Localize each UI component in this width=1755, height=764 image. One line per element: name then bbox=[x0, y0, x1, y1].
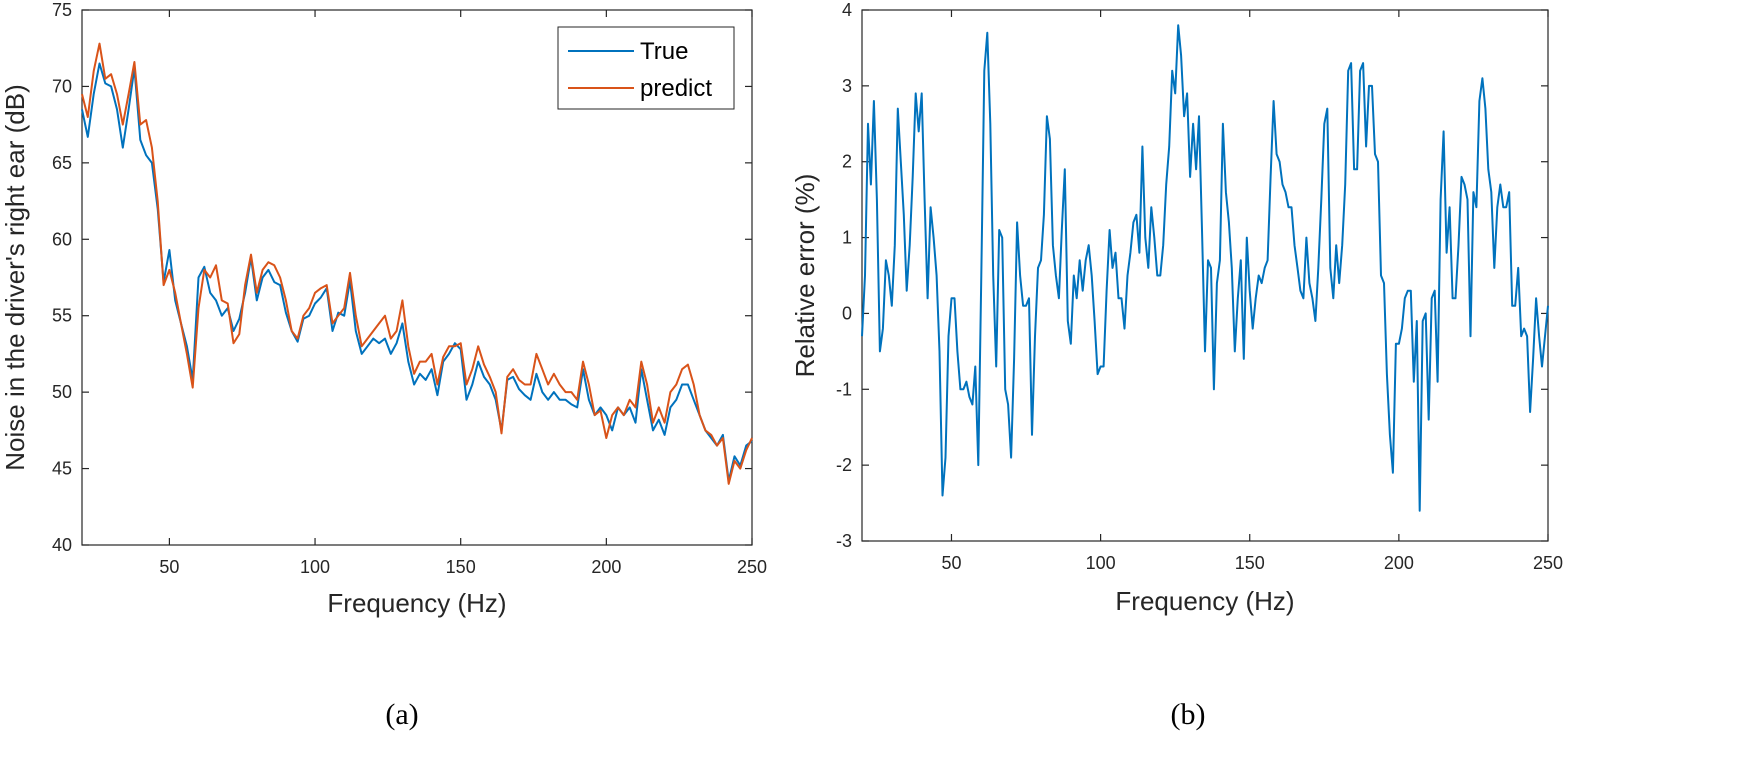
chart-a-ytick-label: 50 bbox=[52, 382, 72, 402]
chart-a-series-predict bbox=[82, 44, 752, 484]
chart-b-xtick-label: 200 bbox=[1384, 553, 1414, 573]
chart-b-ytick-label: 1 bbox=[842, 228, 852, 248]
chart-a-ytick-label: 70 bbox=[52, 76, 72, 96]
chart-b-ytick-label: 0 bbox=[842, 303, 852, 323]
chart-b-panel-label: (b) bbox=[1171, 698, 1206, 731]
chart-a-panel-label: (a) bbox=[385, 698, 418, 731]
chart-b-ytick-label: 2 bbox=[842, 152, 852, 172]
chart-b-ytick-label: -1 bbox=[836, 379, 852, 399]
chart-a-ylabel: Noise in the driver's right ear (dB) bbox=[0, 84, 30, 470]
legend-label-true: True bbox=[640, 38, 688, 65]
chart-a-ytick-label: 65 bbox=[52, 153, 72, 173]
chart-a-xtick-label: 100 bbox=[300, 557, 330, 577]
legend-label-predict: predict bbox=[640, 75, 712, 102]
chart-b-xtick-label: 100 bbox=[1086, 553, 1116, 573]
chart-b-xtick-label: 250 bbox=[1533, 553, 1563, 573]
chart-a-xlabel: Frequency (Hz) bbox=[327, 588, 506, 618]
chart-b-ytick-label: 4 bbox=[842, 0, 852, 20]
chart-b-ytick-label: 3 bbox=[842, 76, 852, 96]
chart-b-ticks: 50 100 150 200 250 -3 -2 -1 0 1 2 3 4 bbox=[836, 0, 1563, 573]
chart-a-xtick-label: 250 bbox=[737, 557, 767, 577]
chart-a-xtick-label: 200 bbox=[591, 557, 621, 577]
chart-b-xtick-label: 150 bbox=[1235, 553, 1265, 573]
chart-b-ylabel: Relative error (%) bbox=[790, 174, 820, 378]
chart-b-ytick-label: -3 bbox=[836, 531, 852, 551]
chart-b-xlabel: Frequency (Hz) bbox=[1115, 586, 1294, 616]
chart-b-lines bbox=[862, 25, 1548, 511]
chart-a-ytick-label: 45 bbox=[52, 459, 72, 479]
chart-a-ytick-label: 75 bbox=[52, 0, 72, 20]
chart-a-lines bbox=[82, 44, 752, 484]
chart-b-series-relative-error bbox=[862, 25, 1548, 511]
chart-a-ytick-label: 55 bbox=[52, 306, 72, 326]
chart-a-xtick-label: 150 bbox=[446, 557, 476, 577]
chart-a: 50 100 150 200 250 40 45 50 55 60 65 70 75 Frequency… bbox=[0, 0, 767, 731]
chart-b-ytick-label: -2 bbox=[836, 455, 852, 475]
figure: 50 100 150 200 2504045505560657075 Frequency… bbox=[0, 0, 1755, 764]
chart-b-xtick-label: 50 bbox=[941, 553, 961, 573]
chart-a-ytick-label: 40 bbox=[52, 535, 72, 555]
chart-a-xtick-label: 50 bbox=[159, 557, 179, 577]
chart-a-ytick-label: 60 bbox=[52, 229, 72, 249]
chart-b-axes-box bbox=[862, 10, 1548, 541]
chart-b: 50 100 150 200 250 -3 -2 -1 0 1 2 3 4 Frequency (Hz)… bbox=[790, 0, 1563, 731]
chart-a-legend: True predict bbox=[558, 27, 734, 109]
